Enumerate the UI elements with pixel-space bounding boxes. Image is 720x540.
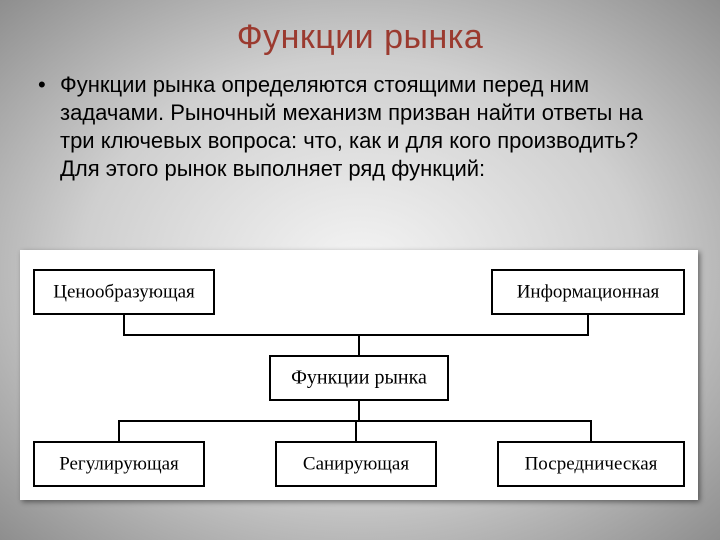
diagram-node-label-tr: Информационная <box>517 281 660 302</box>
body-text-block: Функции рынка определяются стоящими пере… <box>0 57 720 184</box>
slide: Функции рынка Функции рынка определяются… <box>0 0 720 540</box>
diagram-svg: Функции рынка Ценообразующая Информационна… <box>20 250 698 500</box>
diagram-node-label-bl: Регулирующая <box>59 453 179 474</box>
diagram-node-label-center: Функции рынка <box>291 367 427 389</box>
diagram-edge <box>124 314 359 356</box>
diagram-node-label-bm: Санирующая <box>303 453 409 474</box>
diagram-edge <box>359 314 588 356</box>
diagram-edge <box>359 400 591 442</box>
diagram-node-label-tl: Ценообразующая <box>53 281 195 302</box>
functions-diagram: Функции рынка Ценообразующая Информационна… <box>20 250 698 500</box>
diagram-node-label-br: Посредническая <box>525 453 658 474</box>
slide-title: Функции рынка <box>0 0 720 57</box>
diagram-edge <box>119 400 359 442</box>
body-bullet: Функции рынка определяются стоящими пере… <box>60 71 674 184</box>
